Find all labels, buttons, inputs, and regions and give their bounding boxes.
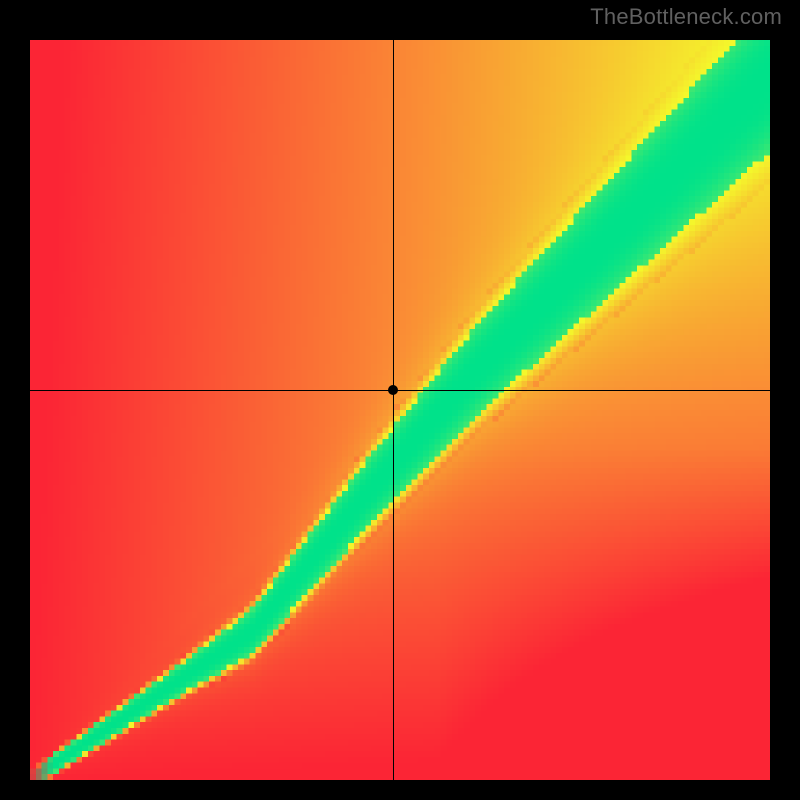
heatmap-canvas	[30, 40, 770, 780]
crosshair-horizontal	[30, 390, 770, 391]
watermark-text: TheBottleneck.com	[590, 4, 782, 30]
crosshair-vertical	[393, 40, 394, 780]
outer-frame: TheBottleneck.com	[0, 0, 800, 800]
crosshair-marker	[388, 385, 398, 395]
heatmap-plot	[30, 40, 770, 780]
